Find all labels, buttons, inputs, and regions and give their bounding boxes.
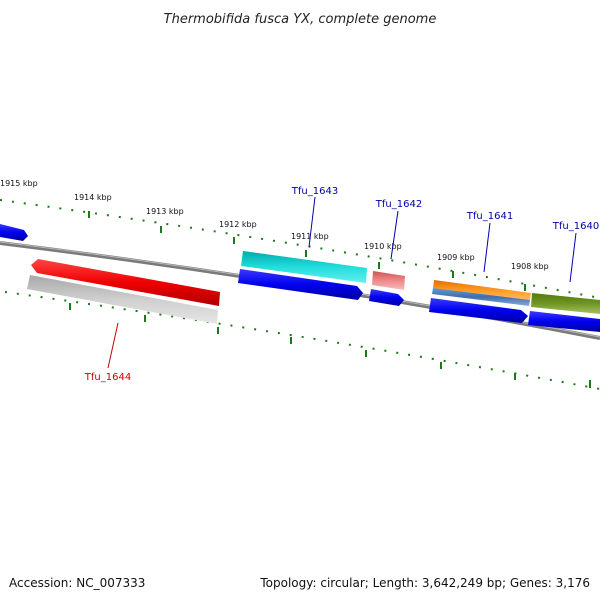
ruler-label: 1910 kbp [364,242,402,251]
genome-summary-text: Topology: circular; Length: 3,642,249 bp… [259,576,590,590]
ruler-label: 1913 kbp [146,207,184,216]
gene-label-tfu-1643[interactable]: Tfu_1643 [291,186,338,197]
cds-arrow-tfu-1642[interactable] [369,289,404,306]
gene-feature-tfu-1641-steel[interactable] [432,288,530,306]
leader-line-tfu-1642 [390,210,399,260]
ruler-label: 1914 kbp [74,193,112,202]
gene-feature-tfu-1643-cyan[interactable] [241,251,367,283]
ruler-label: 1912 kbp [219,220,257,229]
ruler-label: 1908 kbp [511,262,549,271]
label-leader-lines [107,196,577,369]
ruler-label: 1915 kbp [0,179,38,188]
inner-ruler-major-ticks [69,303,591,388]
map-title: Thermobifida fusca YX, complete genome [164,12,437,27]
cds-arrow-tfu-1643[interactable] [238,269,363,300]
gene-label-tfu-1642[interactable]: Tfu_1642 [375,199,422,210]
cds-arrow-tfu-1640[interactable] [528,311,600,332]
gene-feature-tfu-1644-red[interactable] [31,259,220,306]
cds-arrow-forward[interactable] [0,224,28,241]
leader-line-tfu-1644 [107,322,119,369]
accession-text: Accession: NC_007333 [9,576,145,590]
gene-feature-tfu-1644-gray[interactable] [27,275,218,324]
cds-arrow-tfu-1641[interactable] [429,298,528,323]
inner-ruler [4,291,600,390]
gene-feature-tfu-1642-pink[interactable] [372,271,405,290]
outer-ruler [0,199,600,299]
gene-label-tfu-1644[interactable]: Tfu_1644 [84,372,131,383]
leader-line-tfu-1640 [569,232,577,283]
gene-label-tfu-1640[interactable]: Tfu_1640 [552,221,599,232]
ruler-label: 1909 kbp [437,253,475,262]
leader-line-tfu-1641 [483,222,491,273]
leader-line-tfu-1643 [308,196,316,248]
gene-feature-tfu-1641-orange[interactable] [433,280,531,300]
outer-ruler-major-ticks [88,211,526,291]
gene-feature-tfu-1640-olive[interactable] [531,293,600,314]
gene-labels: Tfu_1643 Tfu_1642 Tfu_1641 Tfu_1640 Tfu_… [84,186,599,383]
gene-label-tfu-1641[interactable]: Tfu_1641 [466,211,513,222]
